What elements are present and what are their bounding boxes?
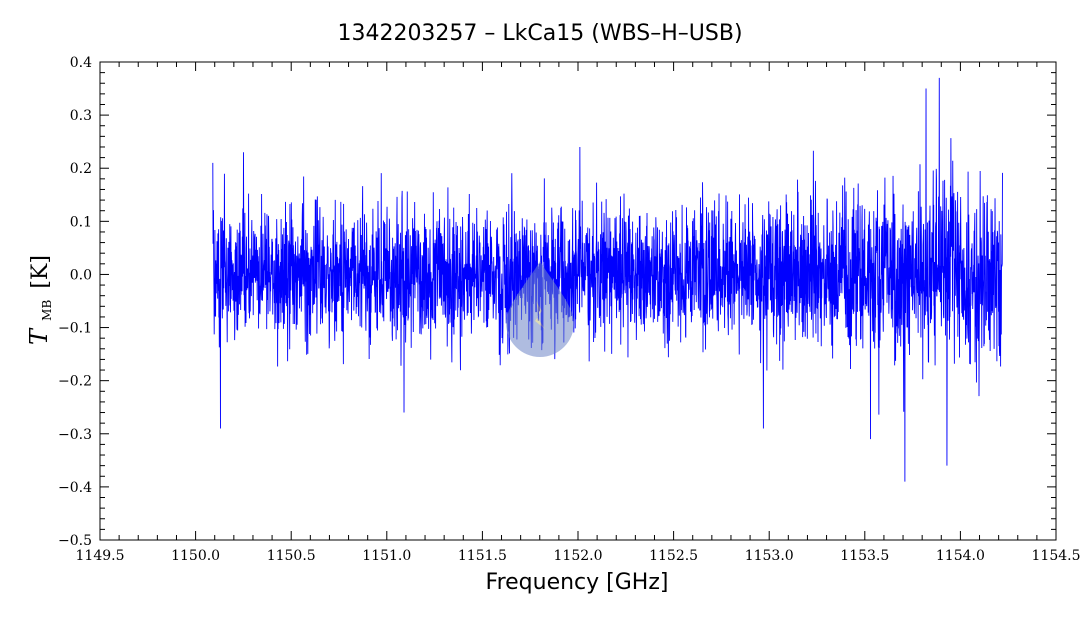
spectrum-series	[212, 77, 1003, 482]
y-tick-label: 0.2	[70, 161, 92, 177]
x-tick-label: 1151.5	[458, 548, 507, 564]
y-axis-subscript: MB	[40, 300, 54, 321]
y-axis-ticks: −0.5 −0.4 −0.3 −0.2 −0.1 0.0 0.1 0.2 0.3 0.4	[58, 55, 1056, 549]
x-tick-label: 1154.0	[936, 548, 985, 564]
y-tick-label: −0.3	[58, 427, 92, 443]
y-tick-label: −0.1	[58, 321, 92, 337]
spectrum-line	[212, 77, 1003, 482]
y-axis-label: T MB [K]	[25, 255, 55, 345]
y-axis-unit: [K]	[28, 255, 53, 289]
drop-glint	[535, 301, 545, 329]
y-tick-label: −0.2	[58, 374, 92, 390]
x-tick-label: 1152.0	[554, 548, 603, 564]
x-tick-label: 1154.5	[1032, 548, 1080, 564]
x-tick-label: 1150.0	[171, 548, 220, 564]
x-tick-label: 1151.0	[362, 548, 411, 564]
drop-shape	[506, 261, 574, 357]
y-tick-label: 0.0	[70, 267, 92, 283]
x-tick-label: 1152.5	[649, 548, 698, 564]
y-axis-label-text: T MB [K]	[25, 255, 55, 345]
watermark-drop-icon	[506, 261, 574, 357]
x-axis-ticks: 1149.5 1150.0 1150.5 1151.0 1151.5 1152.0 1152…	[76, 62, 1080, 564]
x-axis-label: Frequency [GHz]	[486, 570, 669, 595]
x-tick-label: 1153.5	[840, 548, 889, 564]
y-tick-label: −0.5	[58, 533, 92, 549]
y-tick-label: 0.1	[70, 214, 92, 230]
x-tick-label: 1150.5	[267, 548, 316, 564]
y-tick-label: −0.4	[58, 480, 92, 496]
chart-title: 1342203257 – LkCa15 (WBS–H–USB)	[337, 21, 742, 46]
x-tick-label: 1153.0	[745, 548, 794, 564]
y-tick-label: 0.4	[70, 55, 92, 71]
y-axis-symbol: T	[25, 327, 53, 345]
y-tick-label: 0.3	[70, 108, 92, 124]
x-tick-label: 1149.5	[76, 548, 125, 564]
